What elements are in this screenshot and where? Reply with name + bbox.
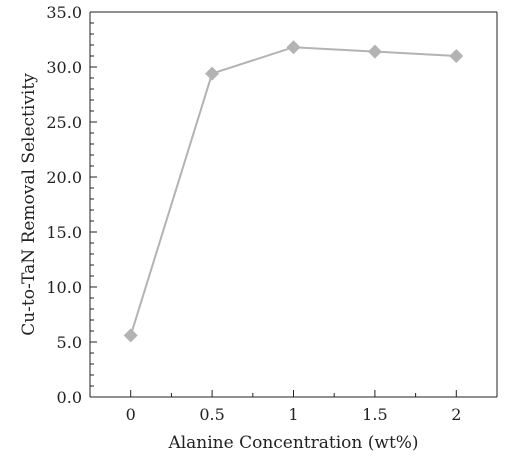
- data-point: [205, 66, 220, 81]
- y-tick-label: 5.0: [57, 333, 82, 352]
- x-tick-label: 1: [288, 405, 298, 424]
- x-tick-label: 0: [126, 405, 136, 424]
- data-point: [367, 44, 382, 59]
- y-tick-label: 20.0: [46, 168, 82, 187]
- y-tick-label: 30.0: [46, 58, 82, 77]
- data-point: [286, 40, 301, 55]
- y-axis-title: Cu-to-TaN Removal Selectivity: [19, 73, 39, 336]
- plot-frame: [89, 11, 498, 398]
- series-layer: [123, 40, 464, 343]
- y-tick-label: 10.0: [46, 278, 82, 297]
- y-tick-label: 0.0: [57, 388, 82, 407]
- y-tick-label: 35.0: [46, 3, 82, 22]
- x-tick-label: 0.5: [199, 405, 224, 424]
- x-tick-label: 2: [451, 405, 461, 424]
- y-tick-label: 25.0: [46, 113, 82, 132]
- x-axis-ticks: 0 0.5 1 1.5 2: [126, 390, 461, 424]
- data-point: [123, 328, 138, 343]
- data-point: [449, 49, 464, 63]
- y-tick-label: 15.0: [46, 223, 82, 242]
- y-axis-ticks: 0.0 5.0 10.0 15.0 20.0 25.0 30.0 35.0: [46, 3, 97, 407]
- x-axis-title: Alanine Concentration (wt%): [167, 433, 418, 453]
- series-line: [129, 46, 457, 336]
- x-tick-label: 1.5: [362, 405, 387, 424]
